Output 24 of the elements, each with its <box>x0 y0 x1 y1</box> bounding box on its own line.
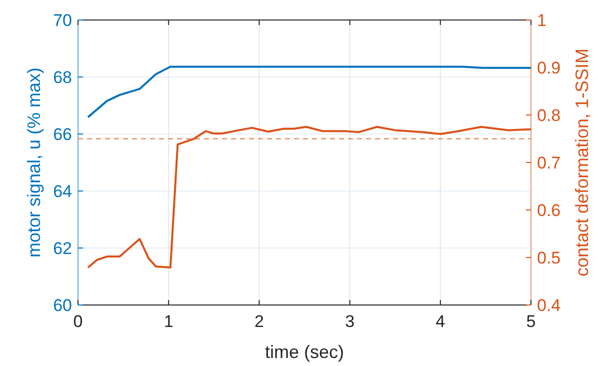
y2-tick-label: 0.5 <box>537 248 561 268</box>
y-axis-title: motor signal, u (% max) <box>24 67 44 258</box>
y-tick-label: 64 <box>53 182 72 201</box>
x-tick-label: 4 <box>436 312 446 331</box>
y2-tick-label: 0.6 <box>537 201 561 220</box>
x-tick-label: 0 <box>73 312 83 331</box>
line-series <box>86 66 532 118</box>
y2-axis-title: contact deformation, 1-SSIM <box>572 48 592 277</box>
y2-tick-label: 0.4 <box>537 296 561 315</box>
y2-tick-label: 0.7 <box>537 154 561 172</box>
y-tick-label: 60 <box>53 296 72 315</box>
y-tick-label: 70 <box>53 11 72 30</box>
y-tick-label: 66 <box>53 125 72 144</box>
line-series <box>86 126 532 268</box>
y-tick-label: 62 <box>53 239 72 258</box>
x-tick-label: 3 <box>345 312 355 331</box>
x-tick-label: 2 <box>254 312 264 331</box>
y2-tick-label: 0.9 <box>537 58 561 78</box>
y2-tick-label: 0.8 <box>537 106 561 125</box>
y-tick-label: 68 <box>53 68 72 87</box>
x-axis-title: time (sec) <box>264 342 344 362</box>
x-tick-label: 1 <box>164 312 174 331</box>
x-tick-label: 5 <box>526 312 536 331</box>
y2-tick-label: 1 <box>537 11 546 30</box>
